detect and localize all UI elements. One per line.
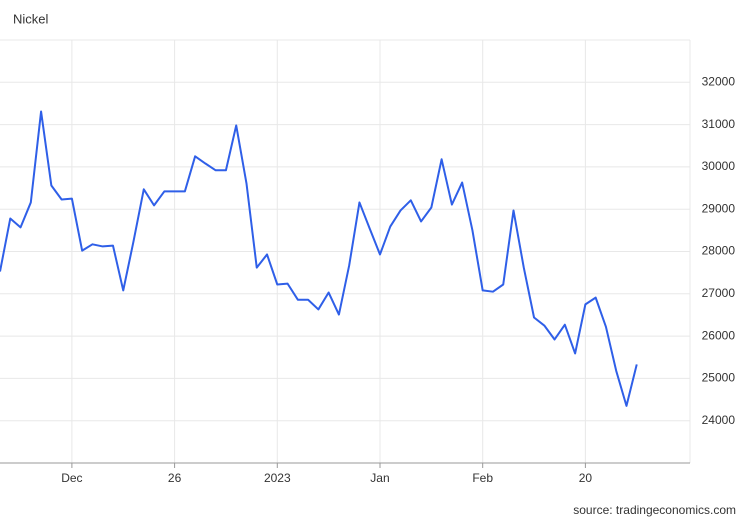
y-tick-label: 28000 <box>702 244 736 258</box>
y-tick-label: 26000 <box>702 328 736 342</box>
y-tick-label: 32000 <box>702 74 736 88</box>
y-tick-label: 31000 <box>702 117 736 131</box>
x-tick-label: 26 <box>168 471 182 485</box>
y-tick-label: 25000 <box>702 371 736 385</box>
x-tick-label: Jan <box>370 471 389 485</box>
x-tick-label: 2023 <box>264 471 291 485</box>
source: source: tradingeconomics.com <box>573 503 736 517</box>
y-tick-label: 30000 <box>702 159 736 173</box>
chart-title: Nickel <box>13 11 49 26</box>
line <box>0 110 638 407</box>
y-tick-label: 27000 <box>702 286 736 300</box>
x-tick-label: Feb <box>472 471 493 485</box>
y-tick-label: 24000 <box>702 413 736 427</box>
x-tick-label: 20 <box>579 471 593 485</box>
y-tick-label: 29000 <box>702 201 736 215</box>
x-tick-label: Dec <box>61 471 82 485</box>
